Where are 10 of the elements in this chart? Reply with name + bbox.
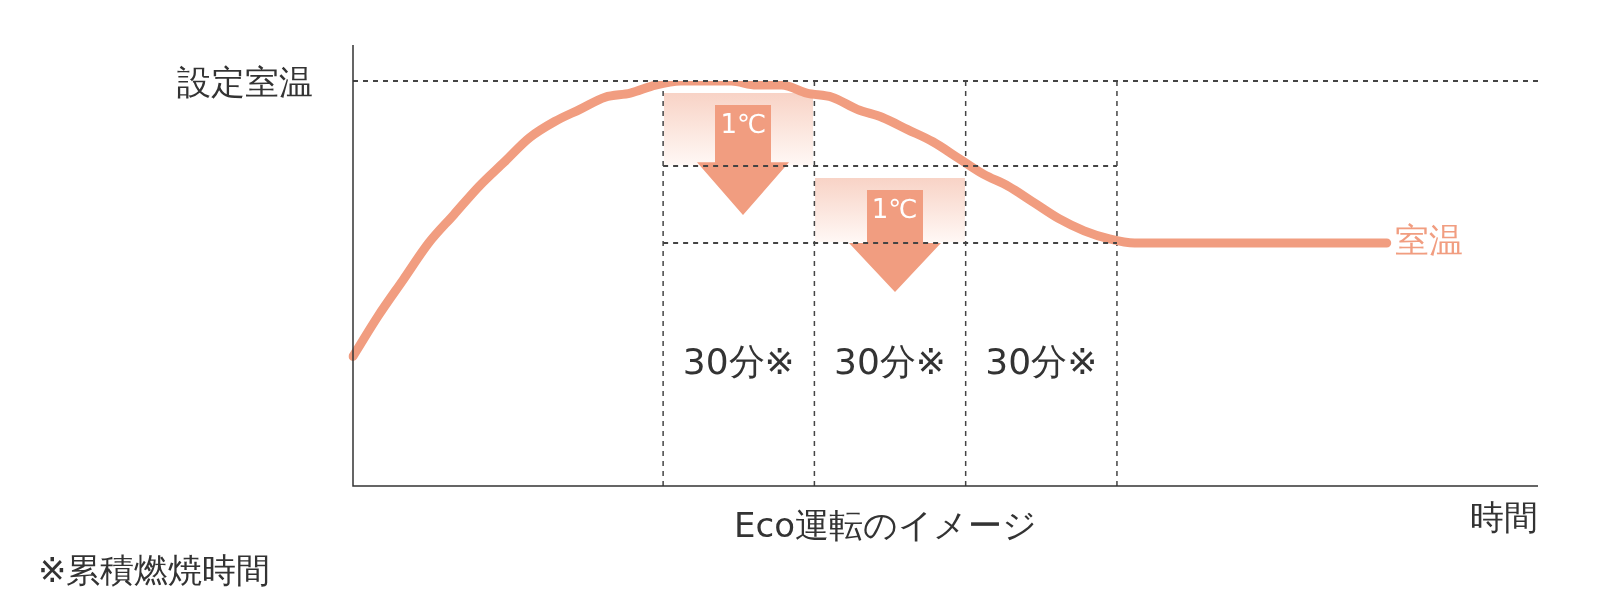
text: Eco運転のイメージ	[734, 504, 1037, 545]
ref-line-label: 設定室温	[177, 61, 313, 102]
annotation: 30分※	[985, 340, 1098, 382]
x-axis-title: 時間	[1470, 496, 1538, 537]
annotation: 30分※	[834, 340, 947, 382]
series-label: 室温	[1394, 219, 1463, 260]
annotation: 30分※	[682, 340, 795, 382]
annotation: 1℃	[719, 109, 768, 139]
text: ※累積燃焼時間	[38, 549, 271, 590]
annotation: 1℃	[870, 194, 919, 225]
